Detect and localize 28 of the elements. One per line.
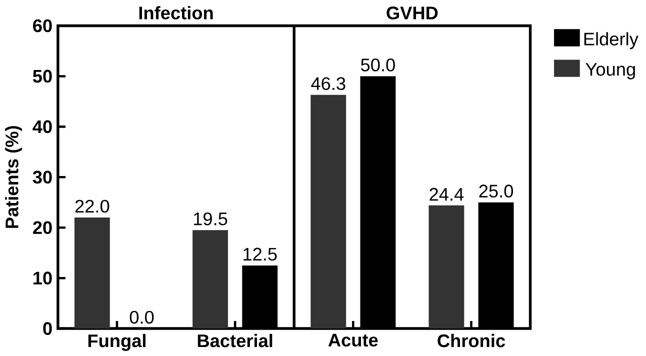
data-label: 25.0: [479, 184, 514, 198]
legend-label: Elderly: [584, 32, 638, 50]
y-tick-label: 20: [33, 221, 52, 234]
text: GVHD: [386, 6, 438, 20]
data-label: 22.0: [75, 200, 110, 213]
y-tick-label: 10: [34, 272, 52, 285]
data-label: 24.4: [430, 188, 464, 201]
bar: [310, 94, 346, 329]
y-tick-label: 50: [32, 70, 52, 83]
data-label: 50.0: [361, 58, 395, 72]
data-label: 46.3: [311, 77, 346, 90]
legend-label: Young: [586, 63, 635, 80]
data-label: 19.5: [194, 212, 228, 226]
y-tick-label: 0: [43, 322, 52, 335]
bar: [428, 205, 464, 329]
x-tick-label: Acute: [328, 334, 378, 347]
bar: [192, 230, 228, 329]
text: Infection: [139, 6, 213, 20]
data-label: 12.5: [244, 248, 277, 261]
y-axis-title: Patients (%): [5, 126, 22, 228]
x-tick-label: Fungal: [88, 334, 146, 351]
x-tick-label: Chronic: [438, 334, 506, 348]
x-tick-label: Bacterial: [198, 334, 272, 348]
data-label: 0.0: [130, 310, 154, 324]
y-tick-label: 40: [32, 120, 52, 134]
y-tick-label: 60: [33, 19, 52, 32]
y-tick-label: 30: [32, 170, 52, 184]
bar: [74, 218, 110, 329]
